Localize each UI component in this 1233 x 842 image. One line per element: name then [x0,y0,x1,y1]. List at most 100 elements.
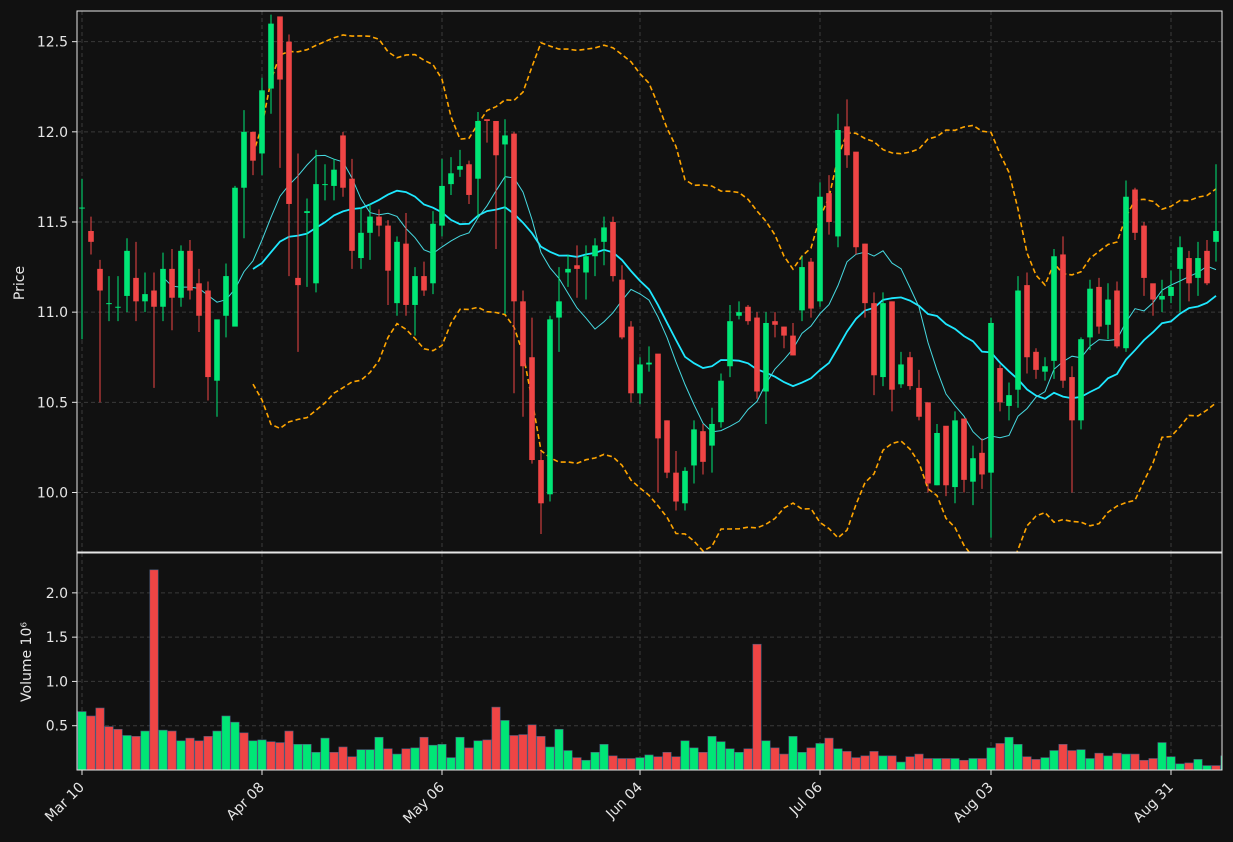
volume-bar [1130,753,1140,770]
candle-body [421,276,427,291]
volume-bar [680,740,690,770]
volume-plot-area [77,569,1222,770]
volume-bar [419,736,429,770]
candle-body [538,460,544,504]
volume-axis-label: Volume 10⁶ [19,622,35,702]
candle-body [619,279,625,338]
candle-body [223,276,229,316]
volume-bar [194,740,204,770]
volume-bar [1139,759,1149,770]
candle-body [583,256,589,273]
candle-body [763,322,769,392]
candle-body [241,131,247,188]
volume-bar [401,748,411,770]
volume-bar [698,751,708,770]
volume-bar [374,736,384,770]
volume-bar [1184,762,1194,770]
volume-bar [311,751,321,770]
candle-body [916,387,922,417]
y-tick-label: 10.5 [37,395,68,411]
volume-bar [788,736,798,770]
volume-bar [167,730,177,770]
volume-bar [770,747,780,770]
volume-bar [725,748,735,770]
volume-bar [1076,749,1086,770]
candle-body [1060,254,1066,381]
volume-bar [221,715,231,770]
candle-body [358,232,364,259]
candle-body [205,290,211,378]
candle-body [160,268,166,307]
candle-body [412,276,418,305]
volume-bar [545,746,555,770]
volume-bar [563,750,573,770]
volume-bar [428,744,438,770]
candle-body [952,420,958,488]
candle-body [862,243,868,304]
candle-body [691,429,697,466]
volume-bar [968,758,978,770]
volume-bar [149,569,159,770]
volume-bar [1211,765,1221,770]
volume-bar [248,740,258,770]
volume-bar [491,706,501,770]
y-tick-label: 12.5 [37,35,68,51]
candle-body [313,184,319,284]
volume-bar [905,756,915,770]
candle-body [448,173,454,185]
candle-body [1195,258,1201,278]
candle-body [880,303,886,378]
candle-body [385,225,391,271]
candle-body [1114,290,1120,347]
volume-bar [455,736,465,770]
candle-body [646,362,652,365]
volume-bar [941,758,951,770]
candle-body [574,265,580,269]
volume-bar [914,753,924,770]
volume-bar [734,751,744,770]
volume-bar [779,753,789,770]
volume-bar [320,737,330,770]
y-tick-label: 11.5 [37,215,68,231]
candle-body [979,452,985,475]
candle-body [709,423,715,446]
candle-body [853,151,859,248]
volume-bar [1157,742,1167,770]
candle-body [781,326,787,336]
candle-body [376,216,382,226]
candle-body [637,364,643,394]
candle-body [1177,247,1183,269]
candle-body [196,283,202,316]
volume-bar [293,744,303,770]
candle-body [439,185,445,226]
volume-bar [1148,758,1158,770]
candle-body [826,193,832,222]
volume-bar [104,726,114,770]
volume-bar [536,736,546,770]
volume-bar [590,751,600,770]
candle-body [322,184,328,186]
candle-body [988,322,994,473]
volume-bar [869,751,879,770]
volume-bar [635,757,645,770]
candle-body [493,121,499,156]
volume-bar [896,761,906,770]
candle-body [970,458,976,482]
volume-bar [995,743,1005,770]
candle-body [700,431,706,462]
y-tick-label: 2.0 [46,586,68,602]
volume-bar [113,728,123,770]
candle-body [1096,286,1102,327]
volume-bar [761,740,771,770]
candle-body [943,425,949,486]
volume-bar [1058,744,1068,770]
candle-body [925,402,931,484]
moving-average-10-line [162,154,1217,441]
volume-bar [1067,750,1077,770]
y-tick-label: 1.0 [46,674,68,690]
volume-bar [923,758,933,770]
moving-average-20-line [252,189,1217,400]
candle-body [430,223,436,284]
volume-bar [1085,758,1095,770]
